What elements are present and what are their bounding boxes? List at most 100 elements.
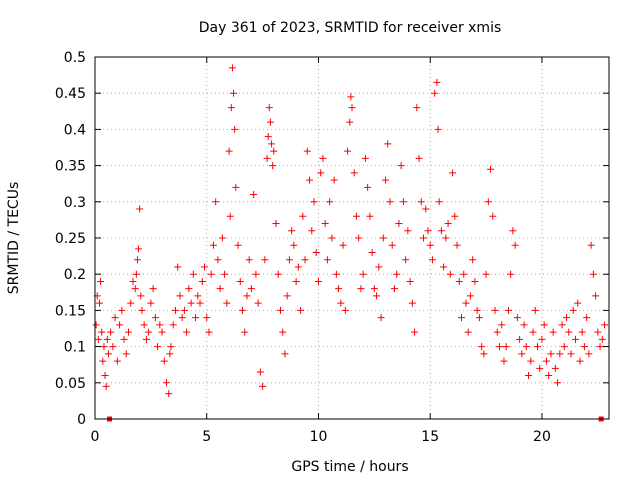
- data-point: [158, 328, 166, 336]
- data-point: [261, 256, 269, 264]
- data-point: [264, 133, 272, 141]
- data-point: [100, 343, 108, 351]
- data-point: [509, 227, 517, 235]
- data-point: [107, 328, 115, 336]
- y-tick-label: 0.15: [55, 303, 86, 319]
- data-point: [187, 299, 195, 307]
- data-point: [366, 212, 374, 220]
- x-axis-label: GPS time / hours: [291, 459, 408, 475]
- data-point: [140, 321, 148, 329]
- data-point: [480, 350, 488, 358]
- x-tick-labels: 0 5 10 15 20: [91, 429, 551, 445]
- data-point: [355, 234, 363, 242]
- data-point: [594, 328, 602, 336]
- data-point: [216, 285, 224, 293]
- data-point: [290, 241, 298, 249]
- data-point: [350, 169, 358, 177]
- data-point: [254, 299, 262, 307]
- data-point: [446, 270, 454, 278]
- data-point: [99, 357, 107, 365]
- y-tick-label: 0.5: [64, 50, 86, 66]
- data-point: [478, 343, 486, 351]
- data-point: [464, 328, 472, 336]
- data-point: [198, 277, 206, 285]
- data-point: [538, 335, 546, 343]
- axis-ticks: [94, 56, 609, 420]
- data-point: [554, 379, 562, 387]
- data-point: [274, 270, 282, 278]
- data-point: [269, 162, 277, 170]
- data-point: [194, 292, 202, 300]
- data-point: [337, 299, 345, 307]
- data-point: [214, 256, 222, 264]
- data-point: [103, 335, 111, 343]
- data-point: [230, 89, 238, 97]
- data-point: [163, 379, 171, 387]
- y-tick-label: 0.1: [64, 340, 86, 356]
- data-point: [364, 183, 372, 191]
- data-point: [176, 292, 184, 300]
- data-point: [520, 321, 528, 329]
- x-tick-label: 0: [91, 429, 100, 445]
- data-point: [411, 328, 419, 336]
- data-point: [370, 285, 378, 293]
- y-tick-labels: 0 0.05 0.1 0.15 0.2 0.25 0.3 0.35 0.4 0.45 0.5: [55, 50, 86, 428]
- data-point: [212, 198, 220, 206]
- data-point: [589, 270, 597, 278]
- x-tick-label: 5: [202, 429, 211, 445]
- data-point: [178, 314, 186, 322]
- y-tick-label: 0.3: [64, 195, 86, 211]
- data-point: [238, 306, 246, 314]
- data-point: [149, 285, 157, 293]
- data-point: [201, 263, 209, 271]
- data-point: [449, 169, 457, 177]
- data-point: [95, 299, 103, 307]
- data-point: [547, 350, 555, 358]
- y-axis-label: SRMTID / TECUs: [6, 182, 22, 295]
- data-point: [375, 263, 383, 271]
- data-point: [109, 343, 117, 351]
- data-point: [522, 343, 530, 351]
- data-point: [125, 328, 133, 336]
- data-point: [288, 227, 296, 235]
- data-point: [113, 357, 121, 365]
- data-point: [491, 306, 499, 314]
- data-point: [209, 241, 217, 249]
- data-point: [495, 343, 503, 351]
- data-point: [458, 314, 466, 322]
- data-point: [308, 227, 316, 235]
- data-point: [314, 277, 322, 285]
- data-point: [453, 241, 461, 249]
- data-point: [551, 364, 559, 372]
- data-point: [395, 220, 403, 228]
- data-point: [347, 93, 355, 101]
- grid: [95, 57, 609, 419]
- data-point: [189, 270, 197, 278]
- data-point: [585, 350, 593, 358]
- data-point: [542, 357, 550, 365]
- y-tick-label: 0.25: [55, 231, 86, 247]
- data-point: [341, 306, 349, 314]
- data-point: [455, 277, 463, 285]
- data-point: [601, 321, 609, 329]
- data-point: [560, 343, 568, 351]
- y-tick-label: 0.45: [55, 86, 86, 102]
- data-point: [379, 234, 387, 242]
- data-point: [136, 205, 144, 213]
- data-point: [563, 314, 571, 322]
- data-point: [154, 343, 162, 351]
- data-point: [221, 270, 229, 278]
- y-tick-label: 0.2: [64, 267, 86, 283]
- data-point: [180, 306, 188, 314]
- data-point: [259, 382, 267, 390]
- data-point: [281, 350, 289, 358]
- data-point: [256, 368, 264, 376]
- data-point: [272, 220, 280, 228]
- data-point: [571, 335, 579, 343]
- data-point: [556, 350, 564, 358]
- data-point: [135, 245, 143, 253]
- data-point: [151, 314, 159, 322]
- data-point: [525, 372, 533, 380]
- data-point: [263, 154, 271, 162]
- data-point: [232, 183, 240, 191]
